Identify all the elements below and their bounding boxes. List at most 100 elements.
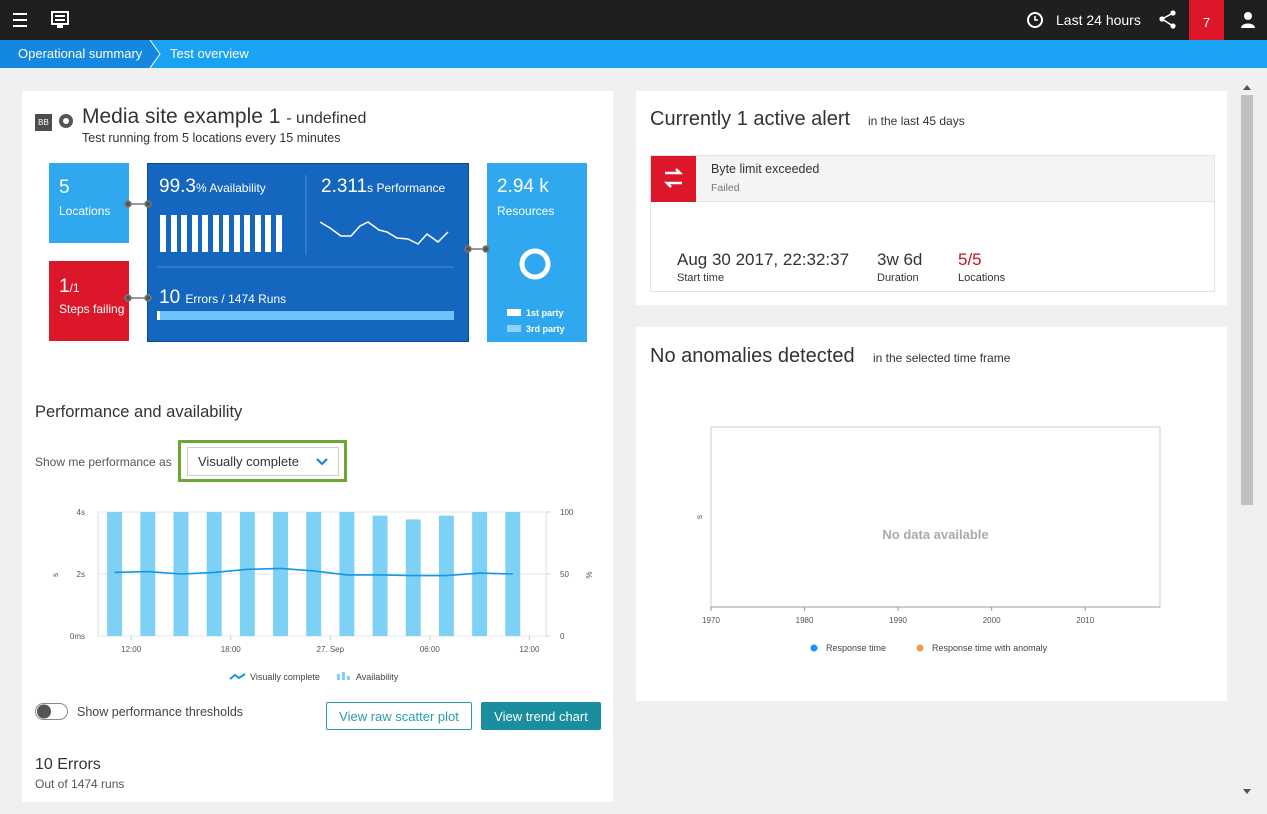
- test-title: Media site example 1 - undefined: [82, 105, 366, 129]
- dropdown-label: Show me performance as: [35, 455, 172, 469]
- chevron: [316, 458, 328, 466]
- tile-connectors: [124, 200, 490, 302]
- y-tick-label: 2s: [77, 570, 85, 579]
- x-tick-label: 06:00: [420, 645, 441, 654]
- breadcrumb-bar: [0, 40, 1267, 68]
- x-tick-label: 2000: [983, 616, 1001, 625]
- bar: [405, 519, 421, 636]
- alert-status: Failed: [711, 182, 740, 194]
- button[interactable]: View trend chart: [481, 702, 601, 730]
- anomaly-chart: 1970 1980 1990 2000 2010 s No data available Re…: [695, 426, 1161, 653]
- main-tile-graphics: [157, 175, 454, 320]
- alert-box[interactable]: Byte limit exceeded Failed Aug 30 2017, …: [650, 155, 1215, 292]
- tile-label: Locations: [59, 204, 111, 218]
- duration-label: Duration: [877, 272, 919, 284]
- share-icon[interactable]: [1159, 10, 1176, 29]
- legend-swatch: [810, 644, 818, 652]
- x-tick-label: 12:00: [121, 645, 142, 654]
- badge: BB: [35, 114, 52, 131]
- bar: [339, 512, 355, 636]
- performance-unit: s Performance: [367, 181, 446, 195]
- steps-failing: 1: [59, 276, 70, 297]
- tile-label: Resources: [497, 204, 555, 218]
- no-data-message: No data available: [882, 527, 988, 542]
- legend-swatch: [346, 676, 350, 680]
- breadcrumb-item[interactable]: Operational summary: [18, 46, 143, 61]
- y2-tick-label: 50: [560, 570, 569, 579]
- y2-tick-label: 100: [560, 508, 574, 517]
- locations-tile[interactable]: 5 Locations: [49, 163, 129, 243]
- user-icon[interactable]: [1241, 12, 1255, 28]
- bar: [206, 512, 222, 636]
- errors-subtitle: Out of 1474 runs: [35, 777, 125, 791]
- highlight-box: [178, 440, 347, 482]
- errors-value: 10: [159, 287, 181, 308]
- y2-axis-label: %: [584, 571, 593, 578]
- clock-icon[interactable]: [1027, 12, 1043, 28]
- legend-label: Response time with anomaly: [932, 643, 1048, 653]
- toggle[interactable]: [35, 703, 69, 721]
- performance-value: 2.311: [321, 176, 368, 197]
- legend-swatch: [341, 672, 345, 680]
- locations-label: Locations: [958, 272, 1006, 284]
- locations: 5/5: [958, 250, 982, 269]
- availability-value: 99.3: [159, 176, 196, 197]
- test-name: Media site example 1: [82, 105, 281, 128]
- notification-count[interactable]: 7: [1202, 15, 1211, 30]
- plot-frame: [710, 426, 1161, 608]
- monitor-icon[interactable]: [51, 11, 69, 28]
- legend-label: 1st party: [526, 308, 564, 318]
- steps-tile[interactable]: 1/1 Steps failing: [49, 261, 129, 341]
- button[interactable]: View raw scatter plot: [326, 702, 472, 730]
- legend-label: Availability: [356, 672, 399, 682]
- y-tick-label: 0ms: [70, 632, 85, 641]
- start-time: Aug 30 2017, 22:32:37: [677, 250, 850, 269]
- scrollbar[interactable]: [1236, 78, 1260, 802]
- steps-total: /1: [69, 281, 80, 295]
- start-label: Start time: [677, 272, 725, 284]
- section-title: Performance and availability: [35, 403, 243, 421]
- x-tick-label: 1990: [889, 616, 907, 625]
- performance: 2.311s Performance: [321, 176, 445, 198]
- legend-swatch: [916, 644, 924, 652]
- tile-value: 1/1: [59, 276, 80, 298]
- dropdown-value: Visually complete: [198, 454, 299, 469]
- legend-label: 3rd party: [526, 324, 565, 334]
- resources-tile[interactable]: 2.94 k Resources 1st party 3rd party: [487, 163, 587, 342]
- y-tick-label: 4s: [77, 508, 85, 517]
- top-icons: [13, 0, 1255, 40]
- errors: 10 Errors / 1474 Runs: [159, 287, 286, 309]
- errors-label: Errors / 1474 Runs: [185, 292, 287, 306]
- alert-icon: [651, 156, 696, 202]
- alert-name: Byte limit exceeded: [711, 162, 820, 176]
- x-tick-label: 12:00: [519, 645, 540, 654]
- legend-label: Response time: [826, 643, 886, 653]
- y-axis-label: s: [51, 573, 60, 577]
- bar: [306, 512, 322, 636]
- legend-swatch: [229, 673, 246, 680]
- y2-tick-label: 0: [560, 632, 565, 641]
- tile-value: 5: [59, 177, 70, 198]
- legend-label: Visually complete: [250, 672, 320, 682]
- bar: [273, 512, 288, 636]
- resources-graphic: [507, 248, 551, 332]
- availability-unit: % Availability: [195, 181, 266, 195]
- alerts-scope: in the last 45 days: [868, 114, 965, 128]
- dropdown[interactable]: Visually complete: [187, 447, 339, 476]
- x-tick-label: 1970: [702, 616, 720, 625]
- test-suffix: - undefined: [286, 110, 367, 127]
- menu-icon[interactable]: [13, 13, 27, 27]
- bar: [472, 512, 488, 636]
- bar: [372, 515, 388, 636]
- top-bar: [0, 0, 1267, 40]
- x-tick-label: 18:00: [221, 645, 242, 654]
- toggle-label: Show performance thresholds: [77, 705, 244, 719]
- alert-header: [651, 156, 1214, 202]
- legend-swatch: [336, 674, 340, 680]
- x-tick-label: 27. Sep: [317, 645, 345, 654]
- notification-badge[interactable]: [1189, 0, 1224, 40]
- timeframe[interactable]: Last 24 hours: [1056, 12, 1141, 28]
- bar: [239, 512, 255, 636]
- availability: 99.3% Availability: [159, 176, 266, 198]
